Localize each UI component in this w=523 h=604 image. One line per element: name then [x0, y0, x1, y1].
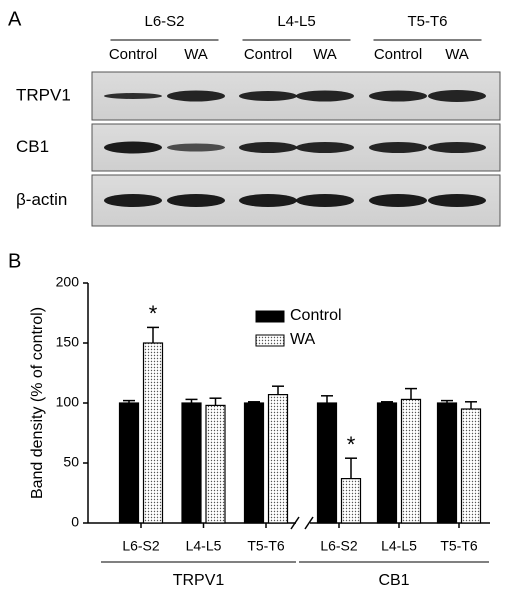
bar [340, 478, 362, 524]
x-tick-label: L4-L5 [186, 538, 222, 554]
panel-label: B [8, 250, 21, 272]
y-tick-label: 150 [56, 334, 80, 350]
blot-band [239, 194, 297, 207]
column-label: Control [374, 46, 422, 63]
axis-break [304, 516, 314, 530]
blot-band [167, 143, 225, 152]
bar [376, 402, 398, 524]
bar [267, 394, 289, 524]
row-label: CB1 [16, 137, 49, 156]
x-tick-label: L4-L5 [381, 538, 417, 554]
blot-band [296, 90, 354, 102]
y-tick-label: 0 [71, 514, 79, 530]
column-label: WA [184, 46, 208, 63]
blot-band [104, 141, 162, 154]
bar [400, 398, 422, 524]
blot-band [104, 194, 162, 207]
group-label: L6-S2 [144, 13, 184, 30]
group-label: L4-L5 [277, 13, 315, 30]
column-label: WA [313, 46, 337, 63]
y-tick-label: 200 [56, 274, 80, 290]
blot-band [369, 142, 427, 153]
row-label: β-actin [16, 190, 67, 209]
bar [436, 402, 458, 524]
group-label: TRPV1 [173, 572, 225, 589]
blot-band [369, 194, 427, 207]
bar [243, 402, 265, 524]
row-label: TRPV1 [16, 85, 71, 104]
blot-band [239, 142, 297, 153]
panel-label: A [8, 8, 22, 30]
legend-swatch [255, 334, 285, 347]
bar [205, 404, 226, 524]
bar [460, 408, 482, 524]
x-tick-label: L6-S2 [122, 538, 160, 554]
group-label: CB1 [378, 572, 409, 589]
blot-band [428, 142, 486, 153]
significance-marker: * [347, 432, 356, 457]
axis-break [290, 516, 300, 530]
y-tick-label: 50 [63, 454, 79, 470]
significance-marker: * [149, 301, 158, 326]
blot-band [369, 90, 427, 102]
blot-band [167, 194, 225, 207]
blot-band [428, 90, 486, 102]
x-tick-label: T5-T6 [247, 538, 285, 554]
y-tick-label: 100 [56, 394, 80, 410]
blot-band [239, 91, 297, 101]
column-label: WA [445, 46, 469, 63]
group-label: T5-T6 [407, 13, 447, 30]
blot-band [428, 194, 486, 207]
blot-band [296, 142, 354, 153]
bar [316, 402, 338, 524]
legend-swatch [255, 310, 285, 323]
x-tick-label: L6-S2 [320, 538, 358, 554]
bar [181, 402, 202, 524]
legend-label: WA [290, 331, 316, 348]
y-axis-label: Band density (% of control) [29, 307, 46, 499]
x-tick-label: T5-T6 [440, 538, 478, 554]
column-label: Control [109, 46, 157, 63]
blot-band [296, 194, 354, 207]
legend-label: Control [290, 307, 342, 324]
column-label: Control [244, 46, 292, 63]
blot-band [167, 90, 225, 102]
bar [118, 402, 140, 524]
blot-band [104, 93, 162, 99]
bar [142, 342, 164, 524]
